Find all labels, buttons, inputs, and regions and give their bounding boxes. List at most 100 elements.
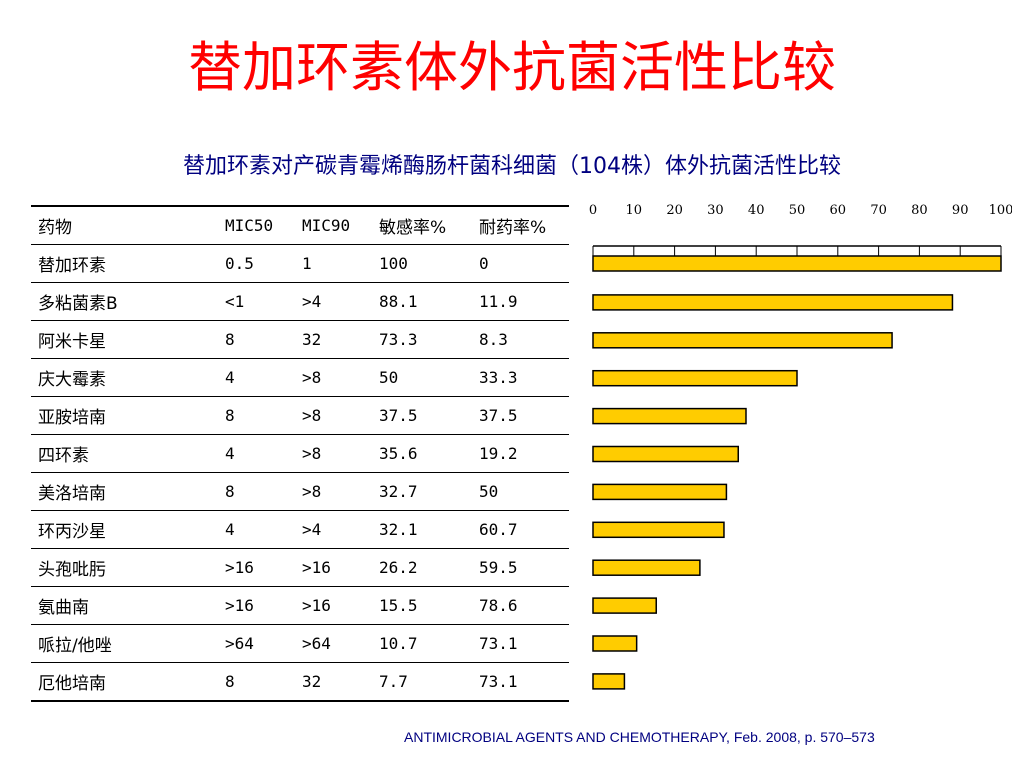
bar bbox=[592, 255, 1002, 272]
table-row: 阿米卡星 8 32 73.3 8.3 bbox=[31, 320, 569, 359]
susceptible-rate-cell: 73.3 bbox=[372, 320, 472, 359]
bar bbox=[592, 483, 728, 501]
header-resistant-rate: 耐药率% bbox=[472, 205, 569, 245]
mic50-cell: 4 bbox=[218, 434, 295, 473]
resistant-rate-cell: 37.5 bbox=[472, 396, 569, 435]
antimicrobial-table: 药物 MIC50 MIC90 敏感率% 耐药率% 替加环素 0.5 1 100 0 多粘菌… bbox=[31, 205, 569, 702]
bar bbox=[592, 635, 638, 652]
susceptible-rate-cell: 100 bbox=[372, 244, 472, 283]
header-susceptible-rate: 敏感率% bbox=[372, 205, 472, 245]
resistant-rate-cell: 73.1 bbox=[472, 624, 569, 663]
table-row: 哌拉/他唑 >64 >64 10.7 73.1 bbox=[31, 624, 569, 663]
source-citation: ANTIMICROBIAL AGENTS AND CHEMOTHERAPY, F… bbox=[404, 729, 875, 745]
mic90-cell: >4 bbox=[295, 510, 372, 549]
slide-title: 替加环素体外抗菌活性比较 bbox=[188, 36, 836, 99]
mic50-cell: 8 bbox=[218, 320, 295, 359]
bar bbox=[592, 332, 893, 349]
resistant-rate-cell: 33.3 bbox=[472, 358, 569, 397]
mic50-cell: 8 bbox=[218, 662, 295, 702]
table-row: 四环素 4 >8 35.6 19.2 bbox=[31, 434, 569, 473]
x-tick-label: 50 bbox=[789, 203, 806, 218]
resistant-rate-cell: 11.9 bbox=[472, 282, 569, 321]
x-tick-label: 40 bbox=[748, 203, 765, 218]
table-row: 环丙沙星 4 >4 32.1 60.7 bbox=[31, 510, 569, 549]
table-row: 美洛培南 8 >8 32.7 50 bbox=[31, 472, 569, 511]
x-tick-label: 0 bbox=[589, 203, 597, 218]
drug-cell: 庆大霉素 bbox=[31, 358, 218, 397]
drug-cell: 替加环素 bbox=[31, 244, 218, 283]
mic50-cell: 8 bbox=[218, 396, 295, 435]
bar bbox=[592, 445, 739, 463]
drug-cell: 多粘菌素B bbox=[31, 282, 218, 321]
resistant-rate-cell: 78.6 bbox=[472, 586, 569, 625]
bar bbox=[592, 407, 747, 425]
mic90-cell: >16 bbox=[295, 586, 372, 625]
table-row: 亚胺培南 8 >8 37.5 37.5 bbox=[31, 396, 569, 435]
mic50-cell: <1 bbox=[218, 282, 295, 321]
x-tick-label: 90 bbox=[952, 203, 969, 218]
mic90-cell: >8 bbox=[295, 358, 372, 397]
x-tick-label: 10 bbox=[626, 203, 643, 218]
table-row: 多粘菌素B <1 >4 88.1 11.9 bbox=[31, 282, 569, 321]
drug-cell: 头孢吡肟 bbox=[31, 548, 218, 587]
mic50-cell: >16 bbox=[218, 548, 295, 587]
chart-subtitle: 替加环素对产碳青霉烯酶肠杆菌科细菌（104株）体外抗菌活性比较 bbox=[183, 154, 841, 179]
mic50-cell: >64 bbox=[218, 624, 295, 663]
susceptible-rate-cell: 37.5 bbox=[372, 396, 472, 435]
drug-cell: 阿米卡星 bbox=[31, 320, 218, 359]
x-tick-label: 100 bbox=[989, 203, 1012, 218]
table-header-row: 药物 MIC50 MIC90 敏感率% 耐药率% bbox=[31, 205, 569, 245]
resistant-rate-cell: 73.1 bbox=[472, 662, 569, 702]
mic90-cell: >4 bbox=[295, 282, 372, 321]
drug-cell: 亚胺培南 bbox=[31, 396, 218, 435]
mic90-cell: 32 bbox=[295, 320, 372, 359]
header-mic90: MIC90 bbox=[295, 205, 372, 245]
resistant-rate-cell: 0 bbox=[472, 244, 569, 283]
bar bbox=[592, 673, 626, 690]
bar bbox=[592, 521, 725, 539]
mic90-cell: >8 bbox=[295, 396, 372, 435]
susceptible-rate-cell: 10.7 bbox=[372, 624, 472, 663]
mic90-cell: 32 bbox=[295, 662, 372, 702]
susceptible-rate-cell: 50 bbox=[372, 358, 472, 397]
resistant-rate-cell: 19.2 bbox=[472, 434, 569, 473]
mic90-cell: >64 bbox=[295, 624, 372, 663]
resistant-rate-cell: 60.7 bbox=[472, 510, 569, 549]
susceptibility-bar-chart: 0 10 20 30 40 50 60 70 80 90 100 bbox=[589, 203, 1012, 690]
bar bbox=[592, 369, 798, 387]
mic50-cell: 0.5 bbox=[218, 244, 295, 283]
susceptible-rate-cell: 15.5 bbox=[372, 586, 472, 625]
x-tick-label: 70 bbox=[870, 203, 887, 218]
mic90-cell: 1 bbox=[295, 244, 372, 283]
mic50-cell: 4 bbox=[218, 510, 295, 549]
x-tick-label: 80 bbox=[911, 203, 928, 218]
bar bbox=[592, 559, 701, 576]
susceptible-rate-cell: 88.1 bbox=[372, 282, 472, 321]
table-row: 头孢吡肟 >16 >16 26.2 59.5 bbox=[31, 548, 569, 587]
header-drug: 药物 bbox=[31, 205, 218, 245]
table-row: 庆大霉素 4 >8 50 33.3 bbox=[31, 358, 569, 397]
drug-cell: 哌拉/他唑 bbox=[31, 624, 218, 663]
susceptible-rate-cell: 32.1 bbox=[372, 510, 472, 549]
drug-cell: 厄他培南 bbox=[31, 662, 218, 702]
drug-cell: 环丙沙星 bbox=[31, 510, 218, 549]
bar bbox=[592, 597, 657, 614]
drug-cell: 四环素 bbox=[31, 434, 218, 473]
header-mic50: MIC50 bbox=[218, 205, 295, 245]
mic50-cell: >16 bbox=[218, 586, 295, 625]
table-row: 氨曲南 >16 >16 15.5 78.6 bbox=[31, 586, 569, 625]
susceptible-rate-cell: 32.7 bbox=[372, 472, 472, 511]
resistant-rate-cell: 50 bbox=[472, 472, 569, 511]
resistant-rate-cell: 59.5 bbox=[472, 548, 569, 587]
x-tick-label: 30 bbox=[707, 203, 724, 218]
susceptible-rate-cell: 7.7 bbox=[372, 662, 472, 702]
x-tick-label: 20 bbox=[666, 203, 683, 218]
susceptible-rate-cell: 26.2 bbox=[372, 548, 472, 587]
table-row: 厄他培南 8 32 7.7 73.1 bbox=[31, 662, 569, 702]
mic50-cell: 8 bbox=[218, 472, 295, 511]
drug-cell: 美洛培南 bbox=[31, 472, 218, 511]
bar bbox=[592, 294, 954, 311]
table-row: 替加环素 0.5 1 100 0 bbox=[31, 244, 569, 283]
x-tick-label: 60 bbox=[830, 203, 847, 218]
mic50-cell: 4 bbox=[218, 358, 295, 397]
